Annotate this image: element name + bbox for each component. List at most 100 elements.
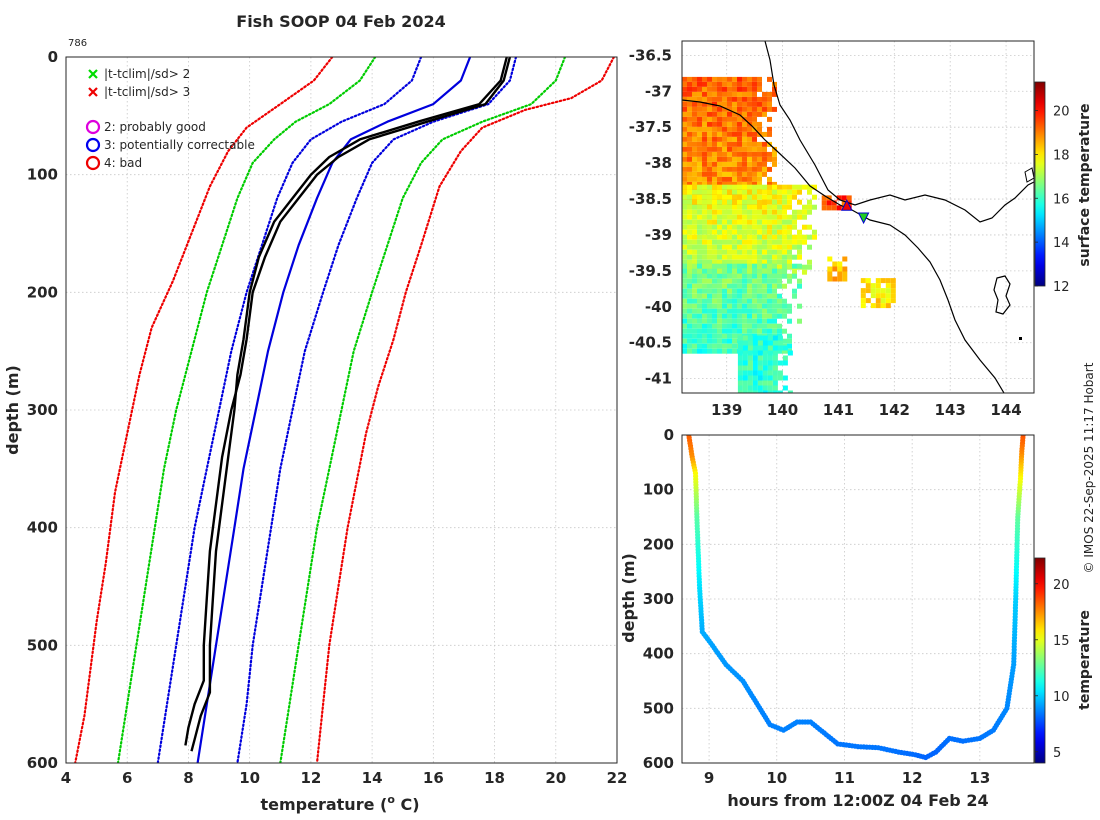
sst-pixel xyxy=(777,204,782,210)
sst-pixel xyxy=(772,249,777,255)
sst-pixel xyxy=(707,126,712,132)
sst-pixel xyxy=(707,209,712,215)
sst-pixel xyxy=(707,91,712,97)
sst-pixel xyxy=(712,293,717,299)
sst-pixel xyxy=(747,298,752,304)
sst-pixel xyxy=(767,268,772,274)
sst-pixel xyxy=(782,313,787,319)
sst-pixel xyxy=(722,333,727,339)
sst-pixel xyxy=(832,276,838,282)
sst-pixel xyxy=(742,385,748,391)
sst-pixel xyxy=(727,323,732,329)
sst-pixel xyxy=(687,214,692,220)
sst-pixel xyxy=(747,355,753,361)
sst-pixel xyxy=(772,151,777,157)
sst-pixel xyxy=(777,184,782,190)
sst-pixel xyxy=(846,195,852,201)
legend-flag-circle xyxy=(85,119,101,135)
section-colorbar-bar xyxy=(1034,557,1046,764)
sst-pixel xyxy=(752,288,757,294)
sst-pixel xyxy=(742,156,747,162)
sst-pixel xyxy=(752,283,757,289)
sst-pixel xyxy=(752,131,757,137)
sst-pixel xyxy=(707,194,712,200)
sst-pixel xyxy=(682,239,687,245)
profile-xtick-label: 6 xyxy=(122,769,132,787)
sst-pixel xyxy=(712,298,717,304)
sst-pixel xyxy=(737,176,742,182)
sst-pixel xyxy=(697,184,702,190)
sst-pixel xyxy=(747,214,752,220)
sst-pixel xyxy=(732,244,737,250)
map-lon-tick-label: 141 xyxy=(823,401,854,419)
sst-pixel xyxy=(782,214,787,220)
sst-pixel xyxy=(697,318,702,324)
map-lat-tick-label: -40.5 xyxy=(629,334,672,352)
sst-pixel xyxy=(712,96,717,102)
sst-pixel xyxy=(702,86,707,92)
sst-pixel xyxy=(777,390,783,393)
sst-pixel xyxy=(687,254,692,260)
sst-pixel xyxy=(737,171,742,177)
sst-pixel xyxy=(772,313,777,319)
sst-pixel xyxy=(737,249,742,255)
sst-pixel xyxy=(787,278,792,284)
sst-pixel xyxy=(737,308,742,314)
sst-pixel xyxy=(752,181,757,187)
sst-pixel xyxy=(767,194,772,200)
sst-pixel xyxy=(752,146,757,152)
sst-pixel xyxy=(797,263,802,269)
sst-pixel xyxy=(782,355,788,361)
sst-pixel xyxy=(812,229,817,235)
sst-pixel xyxy=(832,261,838,267)
sst-pixel xyxy=(697,273,702,279)
sst-pixel xyxy=(842,271,848,277)
sst-pixel xyxy=(792,224,797,230)
sst-pixel xyxy=(727,131,732,137)
sst-pixel xyxy=(722,176,727,182)
sst-pixel xyxy=(692,141,697,147)
sst-pixel xyxy=(707,224,712,230)
sst-pixel xyxy=(712,244,717,250)
sst-pixel xyxy=(762,106,767,112)
sst-pixel xyxy=(772,303,777,309)
sst-pixel xyxy=(875,298,881,304)
sst-pixel xyxy=(737,166,742,172)
sst-pixel xyxy=(692,146,697,152)
sst-pixel xyxy=(792,263,797,269)
sst-pixel xyxy=(697,189,702,195)
sst-pixel xyxy=(752,254,757,260)
sst-pixel xyxy=(702,199,707,205)
profile-ytick-label: 100 xyxy=(27,166,58,184)
sst-pixel xyxy=(722,171,727,177)
sst-pixel xyxy=(752,106,757,112)
sst-pixel xyxy=(767,224,772,230)
sst-pixel xyxy=(757,375,763,381)
sst-pixel xyxy=(757,204,762,210)
sst-pixel xyxy=(747,263,752,269)
sst-pixel xyxy=(702,303,707,309)
sst-pixel xyxy=(742,131,747,137)
sst-pixel xyxy=(865,278,871,284)
sst-pixel xyxy=(712,219,717,225)
sst-pixel xyxy=(747,254,752,260)
sst-pixel xyxy=(762,283,767,289)
sst-pixel xyxy=(782,209,787,215)
legend-x-marker xyxy=(88,87,98,97)
sst-pixel xyxy=(727,338,732,344)
sst-pixel xyxy=(767,278,772,284)
sst-pixel xyxy=(702,273,707,279)
sst-pixel xyxy=(707,288,712,294)
sst-pixel xyxy=(697,214,702,220)
sst-pixel xyxy=(782,219,787,225)
sst-pixel xyxy=(737,259,742,265)
profile-ytick-label: 200 xyxy=(27,283,58,301)
sst-pixel xyxy=(762,204,767,210)
sst-pixel xyxy=(772,288,777,294)
sst-pixel xyxy=(767,370,773,376)
map-lon-tick-label: 142 xyxy=(879,401,910,419)
sst-pixel xyxy=(732,199,737,205)
sst-pixel xyxy=(772,214,777,220)
sst-pixel xyxy=(722,219,727,225)
sst-pixel xyxy=(712,86,717,92)
